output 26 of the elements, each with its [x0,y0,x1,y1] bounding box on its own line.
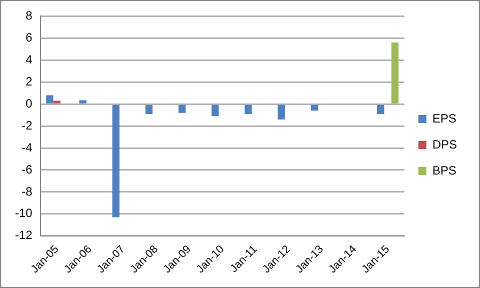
bar [53,100,60,104]
y-tick-label: -8 [22,184,33,198]
bar [46,95,54,104]
y-tick-label: 6 [26,30,33,44]
bar [178,104,186,113]
y-tick-label: 0 [26,96,33,110]
bar [145,104,153,114]
y-tick-label: -12 [15,228,33,242]
bar [212,104,219,116]
y-tick-label: -10 [15,206,33,220]
y-tick-label: -2 [22,118,33,132]
y-tick-label: 4 [26,52,33,66]
y-tick-label: 2 [26,74,33,88]
bar [79,100,86,104]
y-tick-label: -4 [22,140,33,154]
bar [244,104,252,114]
legend-label: BPS [432,163,456,178]
bar [112,104,120,218]
bar [377,104,384,114]
bar [278,104,285,120]
bar [310,104,318,111]
legend-label: EPS [432,111,456,126]
y-tick-label: -6 [22,162,33,176]
bar [391,42,399,104]
y-tick-label: 8 [26,8,33,23]
legend-label: DPS [432,137,458,152]
